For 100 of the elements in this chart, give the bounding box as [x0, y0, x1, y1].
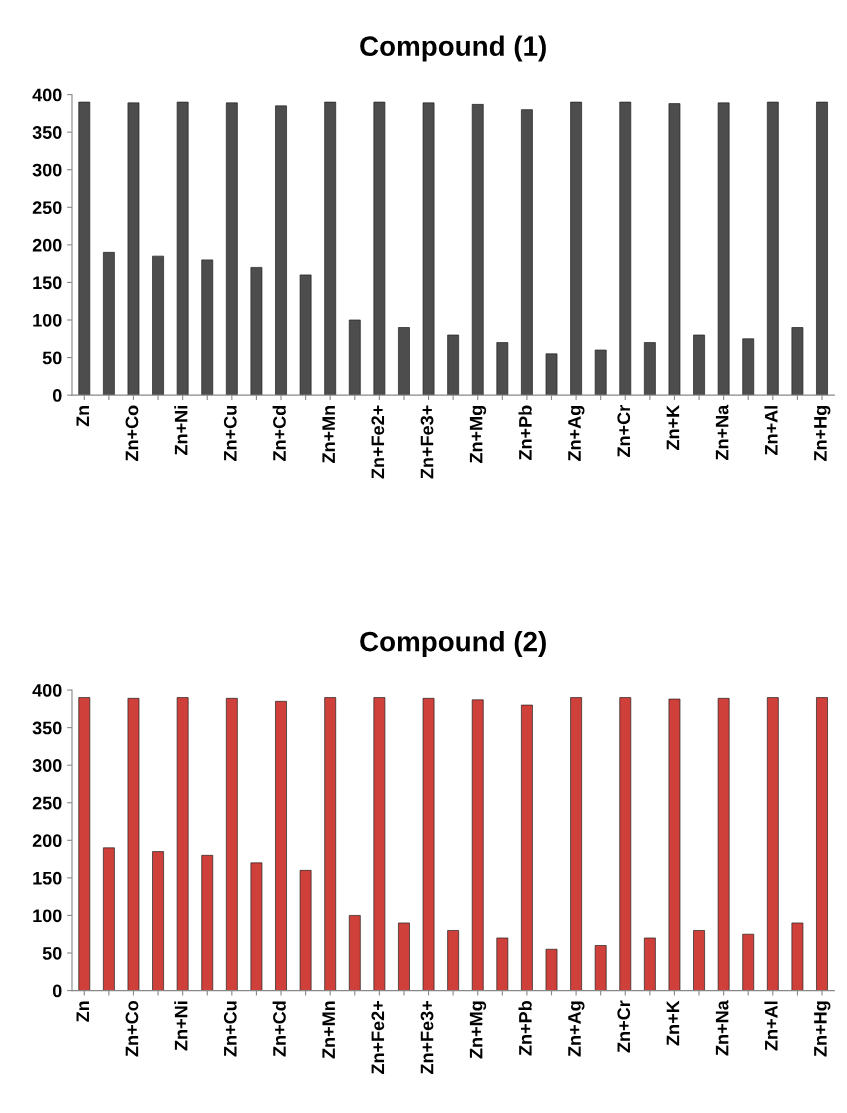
- bar: [152, 851, 164, 991]
- bar: [766, 101, 779, 396]
- bar: [176, 697, 189, 991]
- x-tick-label: Zn+Hg: [814, 1001, 831, 1057]
- x-tick-label: Zn+Cr: [617, 405, 631, 457]
- bar: [348, 915, 361, 991]
- x-tick-label: Zn: [76, 1001, 89, 1022]
- x-tick-label: Zn+Fe2+: [371, 405, 385, 479]
- x-tick-label: Zn+Mg: [469, 1001, 487, 1059]
- y-tick-label: 150: [33, 871, 62, 885]
- x-tick-label: Zn+K: [666, 1000, 680, 1046]
- bar: [816, 697, 828, 991]
- x-tick-label: Zn+Co: [125, 405, 139, 461]
- x-tick-label: Zn+Hg: [814, 406, 831, 461]
- bar: [521, 109, 533, 396]
- y-tick-label: 50: [42, 351, 62, 365]
- bar: [127, 102, 140, 396]
- bar: [693, 334, 705, 396]
- bar: [176, 101, 189, 396]
- bar: [275, 105, 287, 396]
- x-tick-label: Zn+Co: [125, 1001, 139, 1057]
- bar: [398, 327, 410, 396]
- x-tick-label: Zn+Na: [715, 1000, 729, 1056]
- y-tick-label: 200: [32, 834, 62, 848]
- y-tick-label: 300: [32, 759, 62, 772]
- x-tick-label: Zn+Fe3+: [420, 405, 434, 479]
- bar: [791, 922, 804, 991]
- bar: [324, 101, 337, 396]
- x-tick-label: Zn+Na: [715, 404, 729, 460]
- bar: [668, 698, 681, 991]
- bar: [619, 697, 632, 991]
- bar: [742, 933, 755, 991]
- chart-title: Compound (1): [360, 35, 546, 62]
- bar: [275, 700, 287, 991]
- bar: [78, 697, 91, 991]
- bar: [225, 697, 238, 991]
- x-tick-label: Zn+Pb: [518, 1001, 532, 1056]
- bar: [471, 104, 484, 396]
- x-tick-label: Zn+Fe3+: [420, 1001, 434, 1075]
- bar: [348, 319, 361, 396]
- bar: [422, 102, 435, 396]
- y-tick-label: 400: [32, 88, 62, 102]
- x-tick-label: Zn+Pb: [518, 405, 532, 460]
- bar: [717, 102, 730, 396]
- bar: [152, 255, 164, 396]
- x-tick-label: Zn+K: [666, 405, 680, 450]
- bar: [643, 937, 656, 991]
- bar: [225, 102, 238, 396]
- bar: [619, 101, 632, 396]
- x-tick-label: Zn+Ag: [568, 1001, 585, 1057]
- bar: [545, 948, 558, 991]
- bar: [816, 101, 828, 396]
- bar: [668, 103, 681, 396]
- x-tick-label: Zn+Mn: [322, 1001, 335, 1059]
- bar: [766, 697, 779, 991]
- y-tick-label: 150: [33, 276, 62, 290]
- bar: [791, 327, 804, 396]
- y-tick-label: 0: [52, 389, 62, 402]
- bar: [324, 697, 337, 991]
- x-tick-label: Zn+Cu: [223, 1001, 237, 1057]
- x-tick-label: Zn+Mn: [322, 405, 335, 463]
- bar: [594, 349, 607, 396]
- bar: [496, 342, 509, 396]
- bar: [717, 697, 730, 991]
- bar: [78, 101, 91, 396]
- x-tick-label: Zn: [76, 405, 89, 427]
- bar: [447, 334, 460, 396]
- y-tick-label: 350: [32, 126, 62, 139]
- y-tick-label: 50: [42, 946, 62, 960]
- bar: [201, 259, 214, 396]
- bar: [398, 922, 410, 991]
- bar: [521, 704, 533, 991]
- x-tick-label: Zn+Al: [764, 1001, 778, 1051]
- bar: [496, 937, 509, 991]
- x-tick-label: Zn+Ni: [174, 406, 188, 455]
- bar: [127, 697, 140, 991]
- y-tick-label: 400: [32, 683, 62, 697]
- x-tick-label: Zn+Fe2+: [371, 1001, 385, 1075]
- y-tick-label: 100: [33, 313, 62, 327]
- bar: [201, 854, 214, 991]
- x-tick-label: Zn+Cr: [617, 1000, 631, 1053]
- bar: [250, 267, 263, 396]
- y-tick-label: 0: [52, 984, 62, 998]
- bar: [594, 945, 607, 991]
- x-tick-label: Zn+Al: [764, 406, 778, 455]
- bar: [447, 930, 460, 991]
- x-tick-label: Zn+Cd: [272, 1001, 286, 1057]
- x-tick-label: Zn+Ni: [174, 1001, 188, 1051]
- x-tick-label: Zn+Mg: [469, 406, 487, 463]
- bar: [103, 847, 115, 991]
- bar: [693, 930, 705, 991]
- y-tick-label: 350: [32, 721, 62, 735]
- bar: [422, 697, 435, 991]
- bar: [299, 870, 312, 991]
- bar: [373, 101, 386, 396]
- bar: [299, 274, 312, 396]
- y-tick-label: 300: [32, 163, 62, 177]
- y-tick-label: 250: [32, 796, 62, 810]
- bar: [471, 699, 484, 991]
- bar: [373, 697, 386, 991]
